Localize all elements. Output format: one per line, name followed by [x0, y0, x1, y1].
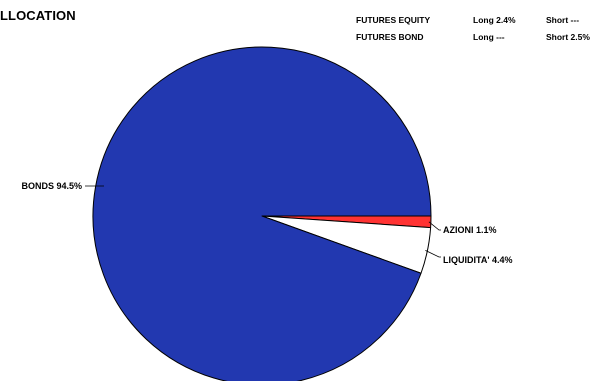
slice-label-2: BONDS 94.5%: [21, 181, 82, 191]
leader-line-1: [425, 250, 441, 258]
futures-bond-long: Long ---: [473, 32, 505, 42]
futures-bond-short: Short 2.5%: [546, 32, 590, 42]
pie-slice-2: [92, 46, 432, 381]
futures-equity-label: FUTURES EQUITY: [356, 15, 431, 25]
chart-title: LLOCATION: [0, 8, 76, 23]
futures-equity-long: Long 2.4%: [473, 15, 516, 25]
futures-equity-short: Short ---: [546, 15, 580, 25]
slice-label-0: AZIONI 1.1%: [443, 225, 497, 235]
futures-short-column: Short --- Short 2.5%: [546, 12, 590, 46]
futures-names-column: FUTURES EQUITY FUTURES BOND: [356, 12, 430, 46]
futures-long-column: Long 2.4% Long ---: [473, 12, 516, 46]
futures-bond-label: FUTURES BOND: [356, 32, 424, 42]
leader-line-0: [428, 221, 441, 231]
slice-label-1: LIQUIDITA' 4.4%: [443, 255, 512, 265]
